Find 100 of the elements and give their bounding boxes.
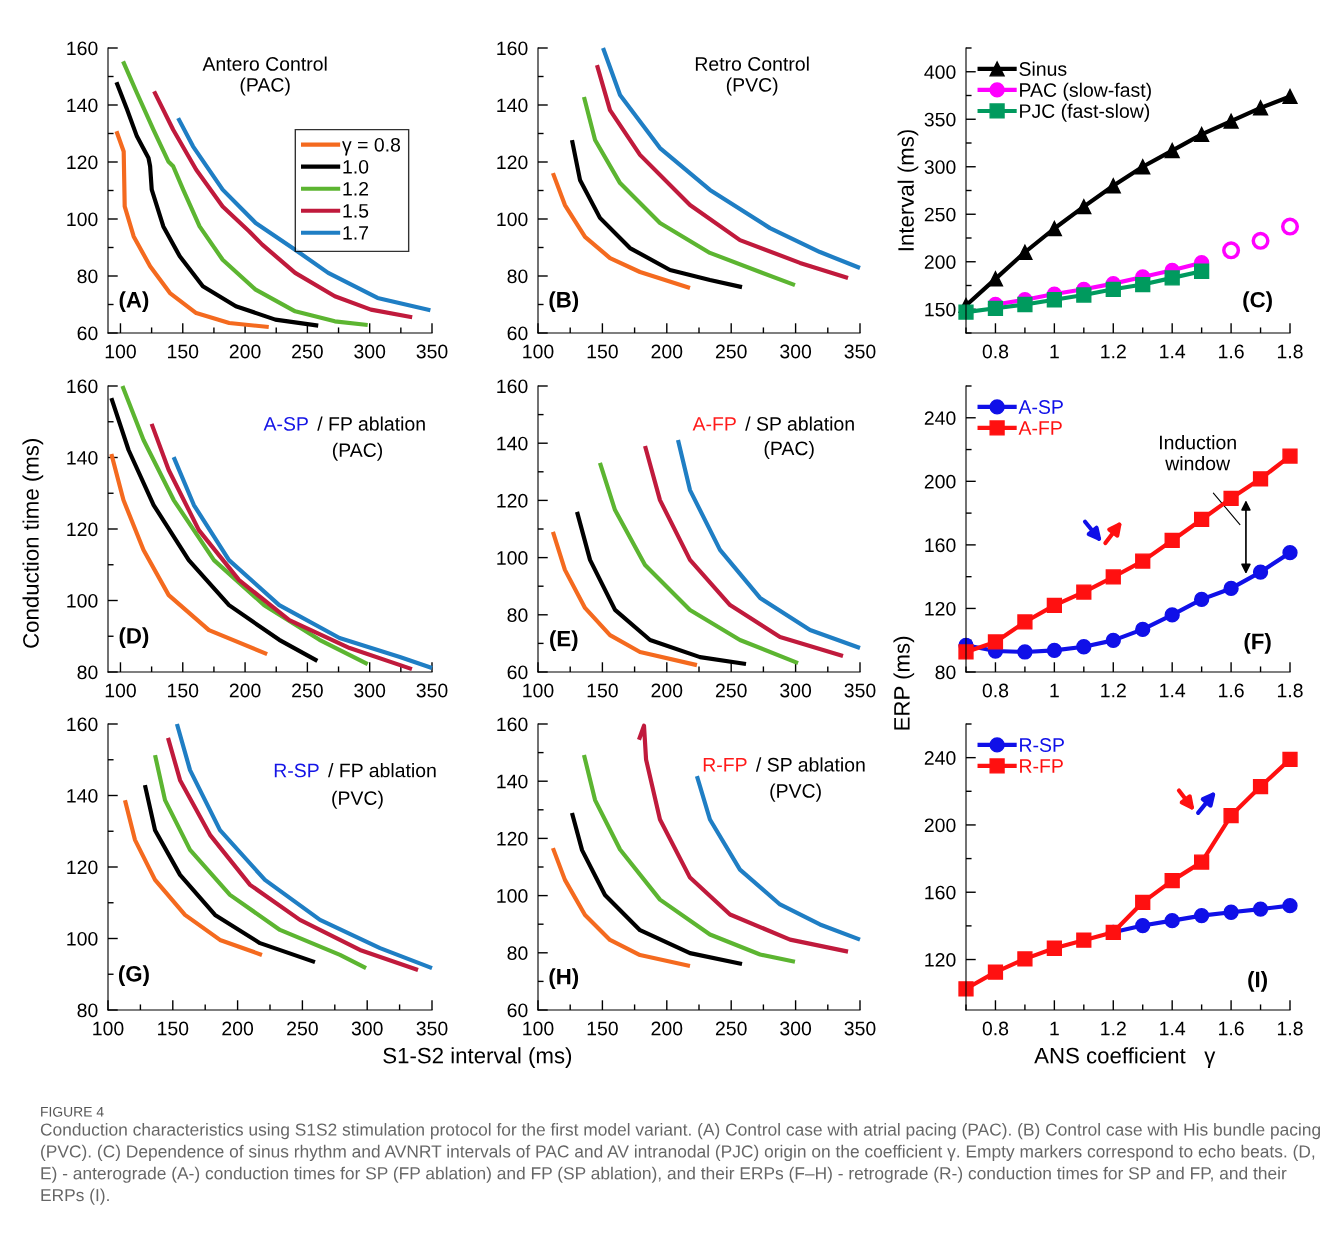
x-tick-label: 300 [780, 1021, 812, 1036]
annotation: (D) [119, 627, 149, 649]
x-tick-label: 0.8 [982, 344, 1009, 359]
x-tick-label: 350 [844, 344, 876, 359]
text: / FP ablation [328, 763, 436, 778]
x-tick-label: 150 [168, 344, 199, 359]
x-tick-label: 150 [168, 683, 199, 698]
annotation: (PAC) [332, 442, 383, 461]
y-tick-label: 200 [924, 255, 956, 269]
x-tick-label: 100 [523, 1021, 554, 1036]
text: R-FP [703, 758, 747, 772]
y-tick-label: 160 [67, 41, 98, 56]
x-tick-label: 350 [844, 1021, 876, 1036]
y-tick-label: 160 [67, 379, 98, 394]
annotation: (H) [549, 968, 579, 989]
y-tick-label: 120 [497, 155, 528, 170]
y-tick-label: 240 [924, 751, 956, 765]
x-tick-label: 250 [292, 344, 323, 359]
legend-label: γ = 0.8 [342, 137, 401, 156]
annotation: (B) [549, 291, 579, 313]
y-tick-label: 80 [935, 665, 956, 680]
x-tick-label: 1 [1050, 1021, 1059, 1036]
y-tick-label: 80 [77, 269, 98, 284]
caption: FIGURE 4 [41, 1106, 104, 1117]
y-tick-label: 80 [507, 269, 528, 284]
y-tick-label: 120 [67, 522, 98, 537]
x-tick-label: 200 [651, 1021, 683, 1036]
legend-label: PAC (slow-fast) [1020, 82, 1151, 101]
x-tick-label: 100 [105, 344, 136, 359]
x-tick-label: 150 [587, 683, 618, 698]
x-tick-label: 200 [222, 1021, 254, 1036]
annotation: (A) [119, 291, 149, 313]
y-tick-label: 250 [924, 207, 956, 222]
x-tick-label: 100 [523, 344, 554, 359]
annotation: (E) [550, 630, 578, 651]
x-tick-label: 0.8 [982, 683, 1009, 698]
text: Antero Control (PAC) [202, 56, 327, 96]
y-tick-label: 160 [497, 717, 528, 732]
legend-label: R-SP [1020, 738, 1064, 752]
x-tick-label: 0.8 [982, 1021, 1009, 1036]
x-tick-label: 300 [780, 344, 812, 359]
x-tick-label: 100 [105, 683, 136, 698]
x-tick-label: 150 [158, 1021, 189, 1036]
y-tick-label: 100 [67, 593, 98, 608]
x-tick-label: 300 [354, 344, 386, 359]
annotation: (PAC) [764, 441, 814, 460]
y-tick-label: 200 [924, 818, 956, 833]
y-axis-title: Interval (ms) [897, 130, 919, 251]
y-tick-label: 120 [67, 155, 98, 170]
x-tick-label: 350 [416, 344, 448, 359]
x-axis-title: ANS coefficient γ [1034, 1047, 1216, 1068]
x-tick-label: 250 [292, 683, 323, 698]
y-tick-label: 120 [497, 493, 528, 508]
annotation: Induction window [1160, 435, 1236, 471]
y-tick-label: 100 [497, 551, 528, 565]
y-tick-label: 100 [497, 889, 528, 903]
legend-label: 1.0 [343, 159, 369, 174]
annotation: (C) [1243, 291, 1272, 313]
annotation: (I) [1248, 971, 1267, 992]
x-tick-label: 1 [1050, 683, 1059, 698]
x-tick-label: 1.6 [1219, 344, 1244, 359]
y-tick-label: 80 [507, 608, 528, 623]
y-tick-label: 80 [77, 1003, 98, 1018]
legend-label: PJC (fast-slow) [1020, 103, 1150, 122]
x-tick-label: 350 [416, 683, 448, 698]
y-tick-label: 100 [67, 931, 98, 946]
x-tick-label: 300 [354, 683, 386, 698]
x-tick-label: 1.6 [1219, 1021, 1244, 1036]
y-tick-label: 140 [497, 774, 528, 789]
legend-label: 1.7 [343, 226, 369, 240]
y-axis-title: ERP (ms) [893, 636, 915, 730]
text: / SP ablation [755, 757, 865, 772]
x-tick-label: 250 [715, 683, 747, 698]
y-tick-label: 240 [924, 411, 956, 426]
x-tick-label: 250 [715, 344, 747, 359]
y-tick-label: 160 [925, 538, 956, 553]
x-axis-title: S1-S2 interval (ms) [383, 1047, 572, 1068]
y-tick-label: 160 [497, 41, 528, 56]
y-tick-label: 100 [67, 212, 98, 227]
x-tick-label: 350 [416, 1021, 448, 1036]
y-tick-label: 160 [497, 379, 528, 394]
x-tick-label: 300 [351, 1021, 383, 1036]
x-tick-label: 200 [651, 683, 683, 698]
x-tick-label: 1.8 [1277, 683, 1303, 698]
y-tick-label: 80 [507, 946, 528, 961]
y-tick-label: 140 [497, 98, 528, 113]
text: Retro Control (PVC) [695, 56, 809, 96]
x-tick-label: 150 [587, 1021, 618, 1036]
legend-label: 1.2 [343, 181, 369, 196]
text: R-SP [274, 763, 319, 778]
y-tick-label: 60 [507, 326, 528, 341]
y-tick-label: 60 [507, 1003, 528, 1018]
text: / FP ablation [317, 416, 425, 431]
x-tick-label: 350 [844, 683, 876, 698]
y-tick-label: 140 [497, 436, 528, 451]
annotation: (PVC) [332, 790, 383, 809]
x-tick-label: 1.2 [1101, 683, 1126, 698]
y-tick-label: 150 [925, 302, 956, 317]
y-tick-label: 300 [924, 160, 956, 174]
y-tick-label: 120 [925, 601, 956, 616]
